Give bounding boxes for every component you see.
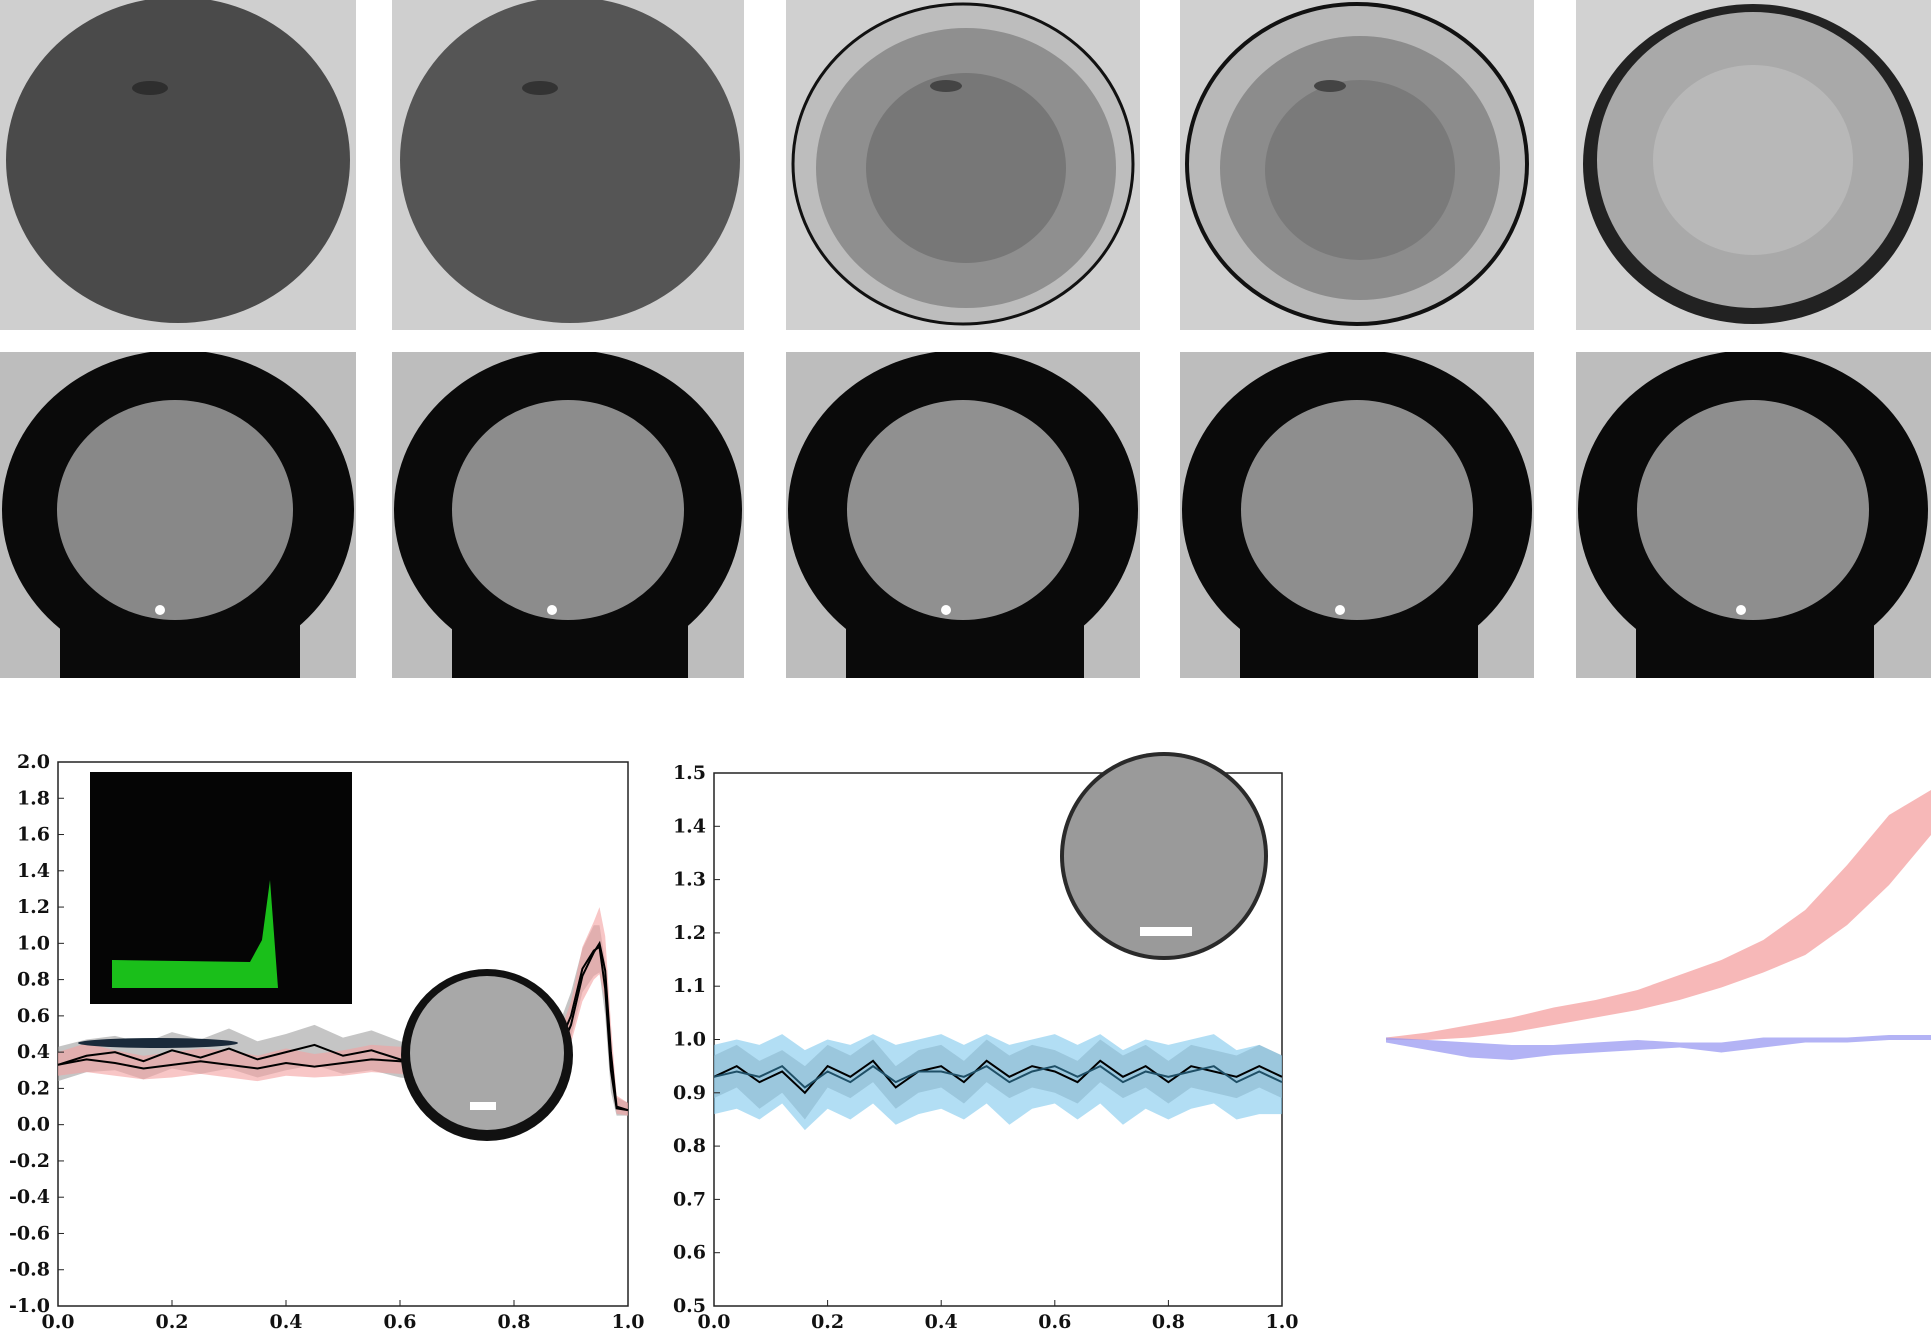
chart1-ytick-label: -0.8 (9, 1259, 50, 1281)
chart1-inset-side-profile (78, 1038, 238, 1048)
chart2-ytick-label: 0.6 (673, 1242, 706, 1264)
charts-area: 0.0 0.2 0.4 0.6 0.8 1.0 -1.0 -0.8 -0.6 -0.4 -0.2 0.… (9, 751, 1931, 1333)
chart2-series-2-line (713, 1064, 1283, 1089)
chart3-series-1-band (1386, 790, 1931, 1040)
chart2-ytick-label: 0.5 (673, 1295, 706, 1317)
chart2-xtick-label: 0.2 (811, 1311, 844, 1333)
chart2-series-1-line (713, 1059, 1283, 1095)
chart1-ytick-label: 1.8 (17, 787, 50, 809)
chart1-ytick-label: 0.6 (17, 1005, 50, 1027)
chart1-ytick-label: -0.4 (9, 1186, 50, 1208)
chart2-inset-disc-photo (1060, 752, 1268, 960)
chart-3 (1386, 790, 1931, 1060)
photo-row2-col4 (1180, 352, 1534, 678)
photo-row1-col2 (392, 0, 744, 330)
chart2-ytick-label: 1.1 (673, 975, 706, 997)
photo-row1-col4 (1180, 0, 1534, 330)
chart2-ytick-label: 1.3 (673, 869, 706, 891)
photo-row2-col3 (786, 352, 1140, 678)
chart1-xtick-label: 0.8 (497, 1311, 530, 1333)
chart1-ytick-label: 0.4 (17, 1041, 50, 1063)
photo-row1-col3 (786, 0, 1140, 330)
chart2-inset-scale-bar (1140, 927, 1192, 936)
chart3-series-2-band (1386, 1035, 1931, 1060)
chart1-ytick-label: 0.2 (17, 1077, 50, 1099)
chart1-inset-profile-shape (78, 1038, 238, 1048)
chart1-ytick-label: -0.6 (9, 1222, 50, 1244)
chart2-xtick-label: 0.4 (925, 1311, 958, 1333)
photo-row1-col5 (1576, 0, 1931, 330)
chart2-ytick-label: 1.5 (673, 762, 706, 784)
chart1-ytick-label: 0.8 (17, 969, 50, 991)
chart2-ytick-label: 0.7 (673, 1188, 706, 1210)
chart2-xtick-label: 0.0 (697, 1311, 730, 1333)
chart1-inset-scale-bar (470, 1102, 496, 1110)
chart2-ytick-label: 1.4 (673, 815, 706, 837)
chart-2: 0.0 0.2 0.4 0.6 0.8 1.0 0.5 0.6 0.7 0.8 0.9 1.0 1.1 1… (673, 752, 1299, 1333)
photo-row2-col5 (1576, 352, 1931, 678)
chart1-xtick-label: 0.0 (41, 1311, 74, 1333)
chart1-xtick-label: 0.2 (155, 1311, 188, 1333)
chart1-inset-green-volume (112, 880, 278, 988)
chart2-ytick-label: 0.8 (673, 1135, 706, 1157)
photo-row2-col1 (0, 352, 356, 678)
chart1-ytick-label: 0.0 (17, 1114, 50, 1136)
chart1-xtick-label: 0.4 (269, 1311, 302, 1333)
chart1-inset-disc-photo (401, 969, 573, 1141)
chart2-inset-disc-surface (1064, 756, 1264, 956)
chart1-ytick-label: 1.6 (17, 824, 50, 846)
chart2-series-2-band (714, 1034, 1282, 1131)
chart1-ytick-label: 1.2 (17, 896, 50, 918)
chart1-frame (57, 761, 629, 1307)
chart1-ytick-label: 1.4 (17, 860, 50, 882)
photo-row2-col2 (392, 352, 744, 678)
chart2-ytick-label: 0.9 (673, 1082, 706, 1104)
chart2-xtick-label: 0.8 (1152, 1311, 1185, 1333)
chart1-xtick-label: 0.6 (383, 1311, 416, 1333)
chart2-xtick-label: 1.0 (1265, 1311, 1298, 1333)
chart2-xtick-label: 0.6 (1038, 1311, 1071, 1333)
chart-1: 0.0 0.2 0.4 0.6 0.8 1.0 -1.0 -0.8 -0.6 -0.4 -0.2 0.… (9, 751, 644, 1333)
chart1-ytick-label: 2.0 (17, 751, 50, 773)
photo-row1-col1 (0, 0, 356, 330)
chart2-ytick-label: 1.0 (673, 1029, 706, 1051)
chart2-ytick-label: 1.2 (673, 922, 706, 944)
chart1-ytick-label: 1.0 (17, 932, 50, 954)
chart1-xtick-label: 1.0 (611, 1311, 644, 1333)
chart1-inset-disc-surface (410, 976, 564, 1130)
chart1-ytick-label: -0.2 (9, 1150, 50, 1172)
chart1-ytick-label: -1.0 (9, 1295, 50, 1317)
chart1-inset-3d-render (90, 772, 352, 1004)
